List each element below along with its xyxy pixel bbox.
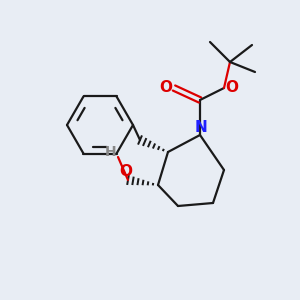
Text: N: N <box>195 121 207 136</box>
Text: O: O <box>119 164 133 178</box>
Text: O: O <box>226 80 238 94</box>
Text: H: H <box>105 145 117 159</box>
Text: O: O <box>160 80 172 94</box>
